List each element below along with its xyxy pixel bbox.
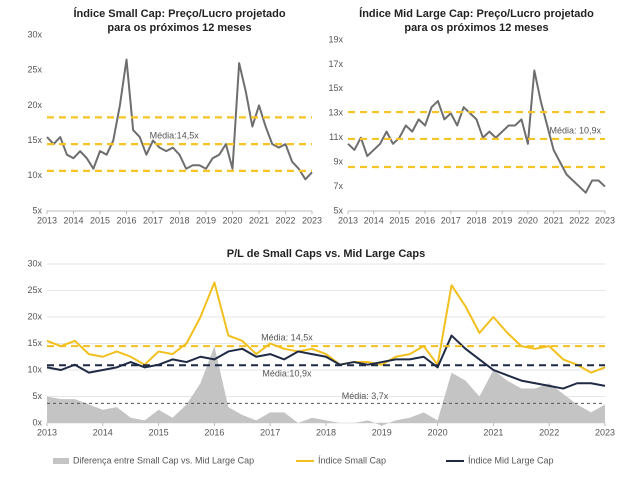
legend-label: Índice Small Cap <box>318 455 386 465</box>
x-tick-label: 2018 <box>466 215 486 225</box>
y-tick-label: 5x <box>32 391 42 401</box>
reference-label: Média: 10,9x <box>549 125 601 135</box>
line <box>46 281 606 374</box>
x-tick-label: 2020 <box>222 215 242 225</box>
x-tick-label: 2016 <box>415 215 435 225</box>
x-tick-label: 2015 <box>389 215 409 225</box>
y-tick-label: 5x <box>333 205 343 215</box>
x-tick-label: 2013 <box>37 215 57 225</box>
y-tick-label: 25x <box>27 285 42 295</box>
x-tick-label: 2023 <box>595 215 615 225</box>
x-tick-label: 2014 <box>93 427 113 437</box>
chart-title: P/L de Small Caps vs. Mid Large Caps <box>227 248 425 260</box>
y-tick-label: 11x <box>329 132 343 142</box>
line <box>46 58 313 181</box>
x-tick-label: 2014 <box>364 215 384 225</box>
x-tick-label: 2016 <box>116 215 136 225</box>
y-tick-label: 13x <box>328 108 343 118</box>
x-tick-label: 2019 <box>196 215 216 225</box>
x-tick-label: 2017 <box>143 215 163 225</box>
area <box>47 346 605 426</box>
x-tick-label: 2019 <box>492 215 512 225</box>
reference-label: Média:14,5x <box>150 130 200 140</box>
x-tick-label: 2016 <box>204 427 224 437</box>
y-tick-label: 15x <box>27 338 42 348</box>
x-tick-label: 2021 <box>249 215 269 225</box>
y-tick-label: 7x <box>333 181 343 191</box>
y-tick-label: 9x <box>333 157 343 167</box>
y-tick-label: 25x <box>27 65 42 75</box>
y-tick-label: 10x <box>27 170 42 180</box>
y-tick-label: 20x <box>27 100 42 110</box>
line <box>46 334 606 390</box>
x-tick-label: 2018 <box>316 427 336 437</box>
x-tick-label: 2020 <box>428 427 448 437</box>
legend-label: Índice Mid Large Cap <box>468 455 554 465</box>
x-tick-label: 2015 <box>149 427 169 437</box>
y-tick-label: 5x <box>32 205 42 215</box>
y-tick-label: 10x <box>27 364 42 374</box>
x-tick-label: 2023 <box>302 215 322 225</box>
y-tick-label: 19x <box>328 34 343 44</box>
y-tick-label: 15x <box>27 135 42 145</box>
y-tick-label: 20x <box>27 311 42 321</box>
y-tick-label: 30x <box>27 29 42 39</box>
chart-title: para os próximos 12 meses <box>404 22 548 34</box>
x-tick-label: 2018 <box>169 215 189 225</box>
y-tick-label: 30x <box>27 258 42 268</box>
x-tick-label: 2017 <box>441 215 461 225</box>
x-tick-label: 2013 <box>37 427 57 437</box>
legend-swatch <box>53 458 69 464</box>
x-tick-label: 2013 <box>338 215 358 225</box>
x-tick-label: 2017 <box>260 427 280 437</box>
reference-label: Média: 3,7x <box>342 391 389 401</box>
x-tick-label: 2014 <box>63 215 83 225</box>
x-tick-label: 2023 <box>595 427 615 437</box>
y-tick-label: 17x <box>328 59 343 69</box>
x-tick-label: 2020 <box>518 215 538 225</box>
x-tick-label: 2022 <box>569 215 589 225</box>
chart-title: Índice Mid Large Cap: Preço/Lucro projet… <box>359 7 594 20</box>
x-tick-label: 2015 <box>90 215 110 225</box>
x-tick-label: 2022 <box>539 427 559 437</box>
x-tick-label: 2021 <box>544 215 564 225</box>
x-tick-label: 2022 <box>275 215 295 225</box>
reference-label: Média: 14,5x <box>261 333 313 343</box>
reference-label: Média:10,9x <box>262 369 312 379</box>
x-tick-label: 2019 <box>372 427 392 437</box>
y-tick-label: 0x <box>32 417 42 427</box>
legend-label: Diferença entre Small Cap vs. Mid Large … <box>73 455 254 465</box>
chart-title: Índice Small Cap: Preço/Lucro projetado <box>73 7 285 20</box>
x-tick-label: 2021 <box>483 427 503 437</box>
y-tick-label: 15x <box>328 83 343 93</box>
chart-title: para os próximos 12 meses <box>107 22 251 34</box>
